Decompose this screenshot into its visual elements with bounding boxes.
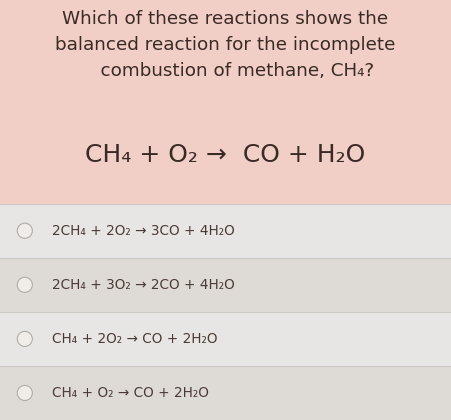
Ellipse shape: [17, 331, 32, 346]
Ellipse shape: [17, 277, 32, 292]
Text: 2CH₄ + 3O₂ → 2CO + 4H₂O: 2CH₄ + 3O₂ → 2CO + 4H₂O: [52, 278, 235, 292]
Text: CH₄ + O₂ → CO + 2H₂O: CH₄ + O₂ → CO + 2H₂O: [52, 386, 209, 400]
Text: balanced reaction for the incomplete: balanced reaction for the incomplete: [55, 36, 396, 54]
Bar: [0, 0, 451, 204]
Text: CH₄ + O₂ →  CO + H₂O: CH₄ + O₂ → CO + H₂O: [85, 143, 366, 168]
Bar: [0, 366, 451, 420]
Text: 2CH₄ + 2O₂ → 3CO + 4H₂O: 2CH₄ + 2O₂ → 3CO + 4H₂O: [52, 224, 235, 238]
Ellipse shape: [17, 386, 32, 401]
Bar: [0, 258, 451, 312]
Text: CH₄ + 2O₂ → CO + 2H₂O: CH₄ + 2O₂ → CO + 2H₂O: [52, 332, 217, 346]
Text: combustion of methane, CH₄?: combustion of methane, CH₄?: [77, 62, 374, 80]
Bar: [0, 204, 451, 258]
Ellipse shape: [17, 223, 32, 238]
Text: Which of these reactions shows the: Which of these reactions shows the: [62, 10, 389, 28]
Bar: [0, 312, 451, 366]
